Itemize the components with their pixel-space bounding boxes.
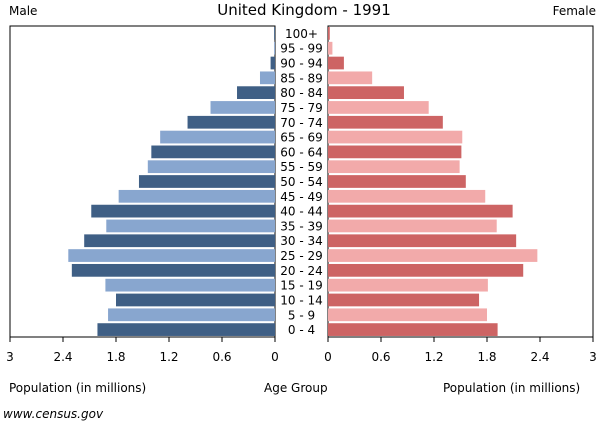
- age-group-label: 20 - 24: [280, 264, 323, 278]
- bars: [68, 27, 538, 336]
- chart-title: United Kingdom - 1991: [217, 1, 391, 19]
- male-bar: [105, 278, 276, 292]
- female-bar: [328, 249, 538, 262]
- female-bar: [328, 115, 443, 129]
- age-group-label: 75 - 79: [280, 101, 323, 115]
- male-bar: [71, 263, 275, 277]
- x-axis-label-left: Population (in millions): [9, 381, 147, 395]
- x-axis-label-right: Population (in millions): [443, 381, 581, 395]
- female-bar: [328, 219, 497, 233]
- female-bar: [328, 175, 466, 188]
- male-x-tick-label: 2.4: [53, 350, 72, 364]
- age-group-label: 100+: [285, 27, 318, 41]
- age-group-label: 35 - 39: [280, 219, 323, 233]
- male-bar: [237, 86, 275, 100]
- male-x-tick-label: 1.2: [159, 350, 178, 364]
- age-group-label: 15 - 19: [280, 279, 323, 293]
- female-bar: [328, 234, 517, 248]
- age-group-label: 50 - 54: [280, 175, 323, 189]
- female-bar: [328, 160, 460, 174]
- age-group-label: 25 - 29: [280, 249, 323, 263]
- male-bar: [274, 27, 275, 40]
- age-group-label: 90 - 94: [280, 57, 323, 71]
- male-bar: [84, 234, 275, 248]
- male-bar: [210, 101, 275, 114]
- male-x-tick-label: 0.6: [212, 350, 231, 364]
- age-group-label: 55 - 59: [280, 160, 323, 174]
- male-bar: [116, 293, 275, 307]
- male-x-tick-label: 3: [6, 350, 14, 364]
- female-bar: [328, 323, 498, 336]
- male-x-tick-label: 0: [271, 350, 279, 364]
- female-bar: [328, 278, 488, 292]
- male-bar: [106, 219, 276, 233]
- male-bar: [138, 175, 275, 188]
- female-bar: [328, 263, 524, 277]
- female-bar: [328, 41, 333, 55]
- female-bar: [328, 189, 486, 203]
- age-group-label: 45 - 49: [280, 190, 323, 204]
- x-axis-ticks: 0 0 0.6 0.6 1.2 1.2 1.8 1.8 2.4 2.4 3 3: [6, 337, 597, 364]
- female-bar: [328, 71, 373, 85]
- female-x-tick-label: 2.4: [530, 350, 549, 364]
- age-group-label: 70 - 74: [280, 116, 323, 130]
- female-x-tick-label: 0: [324, 350, 332, 364]
- male-bar: [68, 249, 275, 262]
- female-x-tick-label: 3: [589, 350, 597, 364]
- male-bar: [97, 323, 275, 336]
- age-group-label: 30 - 34: [280, 234, 323, 248]
- male-bar: [91, 204, 276, 218]
- male-bar: [259, 71, 275, 85]
- female-bar: [328, 56, 344, 70]
- male-bar: [270, 56, 275, 70]
- female-bar: [328, 145, 462, 159]
- age-group-label: 65 - 69: [280, 131, 323, 145]
- male-bar: [274, 41, 275, 55]
- female-bar: [328, 27, 330, 40]
- female-bar: [328, 101, 429, 114]
- female-panel-label: Female: [552, 4, 596, 18]
- female-bar: [328, 308, 487, 322]
- center-axis-label: Age Group: [264, 381, 328, 395]
- male-x-tick-label: 1.8: [106, 350, 125, 364]
- source-credit: www.census.gov: [3, 407, 104, 421]
- age-group-label: 5 - 9: [288, 308, 315, 322]
- female-bar: [328, 293, 480, 307]
- male-bar: [147, 160, 275, 174]
- male-bar: [160, 130, 275, 144]
- age-group-label: 60 - 64: [280, 145, 323, 159]
- age-group-label: 0 - 4: [288, 323, 315, 337]
- female-bar: [328, 86, 404, 100]
- age-group-label: 40 - 44: [280, 205, 323, 219]
- age-group-label: 95 - 99: [280, 42, 323, 56]
- female-x-tick-label: 1.8: [477, 350, 496, 364]
- female-x-tick-label: 1.2: [424, 350, 443, 364]
- male-bar: [187, 115, 275, 129]
- female-x-tick-label: 0.6: [371, 350, 390, 364]
- age-group-label: 10 - 14: [280, 293, 323, 307]
- male-bar: [151, 145, 275, 159]
- male-bar: [108, 308, 275, 322]
- male-bar: [118, 189, 276, 203]
- male-panel-label: Male: [9, 4, 38, 18]
- age-group-label: 85 - 89: [280, 71, 323, 85]
- age-group-label: 80 - 84: [280, 86, 323, 100]
- female-bar: [328, 204, 513, 218]
- female-bar: [328, 130, 463, 144]
